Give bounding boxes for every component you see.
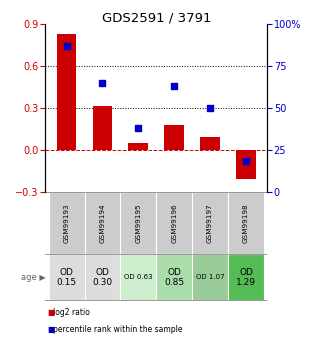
Text: age ▶: age ▶ xyxy=(21,273,46,282)
Text: GSM99196: GSM99196 xyxy=(171,203,177,243)
Text: GSM99195: GSM99195 xyxy=(135,203,141,243)
Bar xyxy=(228,191,264,254)
Point xyxy=(136,125,141,131)
Bar xyxy=(228,254,264,300)
Text: OD 0.63: OD 0.63 xyxy=(124,274,153,280)
Bar xyxy=(236,150,256,179)
Bar xyxy=(156,254,192,300)
Bar xyxy=(128,143,148,150)
Bar xyxy=(85,191,120,254)
Bar xyxy=(49,191,85,254)
Text: OD
0.15: OD 0.15 xyxy=(57,268,77,287)
Bar xyxy=(120,254,156,300)
Bar xyxy=(200,137,220,150)
Text: log2 ratio: log2 ratio xyxy=(53,308,90,317)
Text: percentile rank within the sample: percentile rank within the sample xyxy=(53,325,183,334)
Point xyxy=(207,105,212,111)
Point xyxy=(100,80,105,86)
Point xyxy=(64,43,69,49)
Point xyxy=(244,159,248,164)
Text: GSM99197: GSM99197 xyxy=(207,203,213,243)
Text: GSM99194: GSM99194 xyxy=(100,203,105,243)
Bar xyxy=(164,125,184,150)
Text: GSM99198: GSM99198 xyxy=(243,203,249,243)
Text: OD
0.30: OD 0.30 xyxy=(92,268,113,287)
Point xyxy=(172,83,177,89)
Title: GDS2591 / 3791: GDS2591 / 3791 xyxy=(101,11,211,24)
Text: GSM99193: GSM99193 xyxy=(64,203,70,243)
Bar xyxy=(120,191,156,254)
Bar xyxy=(192,254,228,300)
Text: OD
1.29: OD 1.29 xyxy=(236,268,256,287)
Text: OD
0.85: OD 0.85 xyxy=(164,268,184,287)
Bar xyxy=(93,107,112,150)
Bar xyxy=(57,34,77,150)
Text: OD 1.07: OD 1.07 xyxy=(196,274,225,280)
Text: ■: ■ xyxy=(47,308,54,317)
Bar xyxy=(85,254,120,300)
Text: ■: ■ xyxy=(47,325,54,334)
Bar xyxy=(156,191,192,254)
Bar xyxy=(49,254,85,300)
Bar xyxy=(192,191,228,254)
